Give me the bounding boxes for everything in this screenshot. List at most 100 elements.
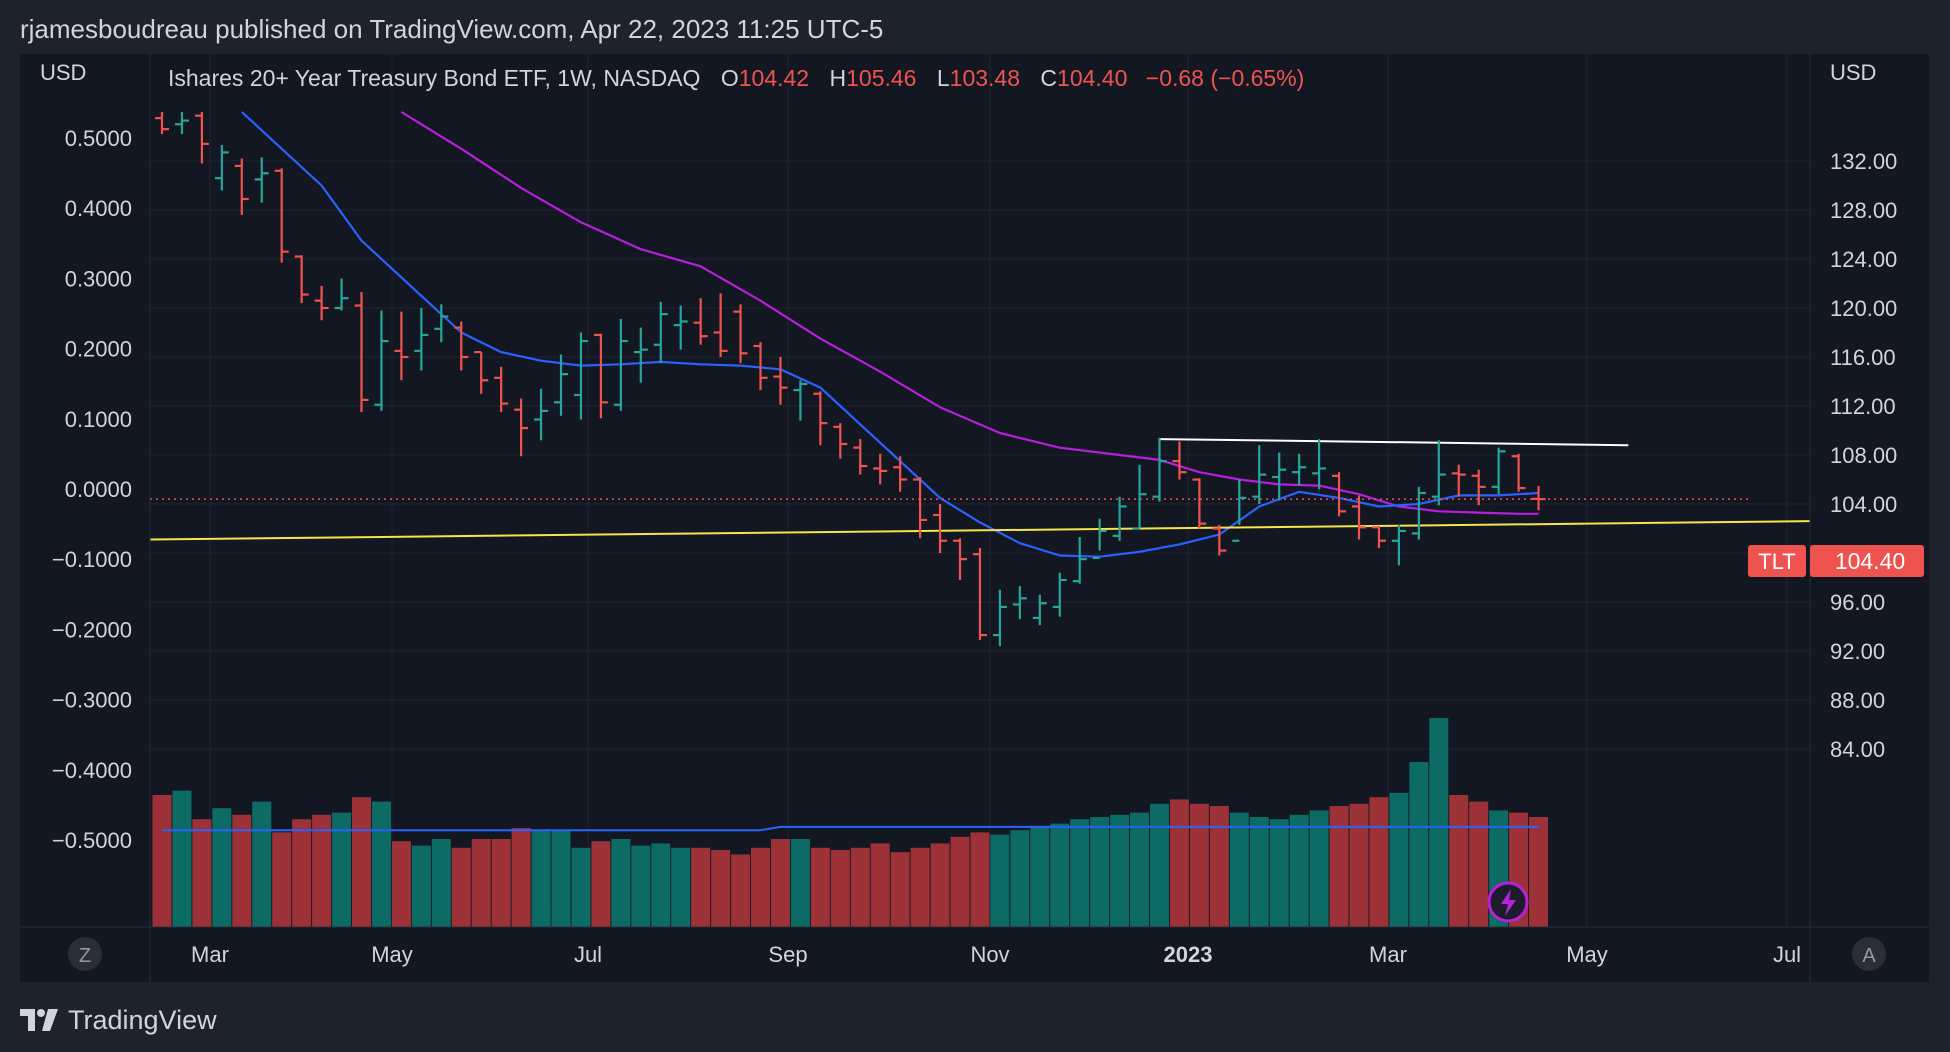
ohlc-bar [374, 310, 389, 411]
x-axis-tick: 2023 [1164, 942, 1213, 967]
right-axis-tick: 128.00 [1830, 198, 1897, 223]
ohlc-legend: Ishares 20+ Year Treasury Bond ETF, 1W, … [168, 65, 1304, 91]
ohlc-bar [1132, 464, 1147, 530]
volume-bar [1389, 792, 1409, 927]
volume-bar [1110, 814, 1130, 927]
ohlc-bar [713, 293, 728, 357]
ohlc-bar [155, 112, 169, 135]
right-axis-tick: 88.00 [1830, 688, 1885, 713]
a-button[interactable]: A [1852, 937, 1886, 971]
volume-bar [631, 845, 651, 927]
volume-bar [731, 854, 751, 927]
legend-open-value: 104.42 [739, 65, 809, 91]
left-axis-tick: 0.3000 [65, 266, 132, 291]
volume-bar [671, 847, 691, 927]
volume-bar [531, 830, 551, 927]
chart-panel[interactable]: 132.00 128.00 124.00 120.00 116.00 112.00 108.… [20, 54, 1929, 982]
ohlc-bar [633, 327, 648, 383]
ohlc-bar [1192, 478, 1207, 529]
volume-bar [870, 843, 890, 927]
ohlc-bar [653, 301, 668, 364]
ohlc-bars [155, 112, 1546, 647]
ohlc-bar [913, 477, 928, 539]
ohlc-bar [1252, 445, 1267, 504]
left-axis-tick: −0.4000 [52, 758, 132, 783]
volume-bar [1469, 801, 1489, 927]
volume-bar [192, 819, 212, 927]
volume-bar [411, 845, 431, 927]
ohlc-bar [1072, 537, 1087, 584]
left-axis-tick: −0.5000 [52, 828, 132, 853]
ohlc-bar [554, 354, 568, 416]
volume-bar [172, 790, 192, 927]
published-info: rjamesboudreau published on TradingView.… [20, 14, 884, 44]
left-axis-tick: 0.2000 [65, 337, 132, 362]
volume-bar [1249, 817, 1269, 927]
legend-high-label: H [829, 65, 846, 91]
volume-bar [1030, 825, 1050, 927]
volume-bar [212, 808, 232, 927]
publish-header: rjamesboudreau published on TradingView.… [0, 0, 1950, 64]
ohlc-bar [593, 333, 608, 419]
left-axis-tick: 0.0000 [65, 477, 132, 502]
x-axis-tick: Sep [768, 942, 807, 967]
volume-bar [1189, 803, 1209, 927]
right-axis-tick: 132.00 [1830, 149, 1897, 174]
ohlc-bar [1032, 594, 1047, 626]
ohlc-bar [933, 504, 948, 553]
volume-bar [451, 847, 471, 927]
x-axis-tick: Jul [1773, 942, 1801, 967]
ohlc-bar [953, 538, 967, 580]
ohlc-bar [274, 168, 289, 263]
ohlc-bar [294, 255, 309, 304]
ohlc-bar [1112, 496, 1127, 541]
ohlc-bar [1511, 453, 1526, 492]
ohlc-bar [214, 145, 229, 191]
volume-bar [1229, 812, 1249, 927]
volume-bar [910, 847, 930, 927]
ohlc-bar [1411, 486, 1426, 540]
tradingview-logo-icon [20, 1009, 58, 1031]
ohlc-bar [254, 157, 269, 203]
ohlc-bar [1491, 447, 1506, 495]
ohlc-bar [1212, 524, 1227, 556]
last-price-text: 104.40 [1835, 548, 1905, 574]
ohlc-bar [813, 391, 828, 446]
right-axis-tick: 116.00 [1830, 345, 1896, 370]
volume-bar [830, 850, 850, 927]
volume-bar [491, 839, 511, 927]
volume-bar [1209, 806, 1229, 927]
x-axis-tick: May [1566, 942, 1608, 967]
volume-bar [1289, 814, 1309, 927]
lightning-icon[interactable] [1487, 881, 1529, 923]
right-axis-tick: 104.00 [1830, 492, 1897, 517]
volume-bar [651, 843, 671, 927]
z-button[interactable]: Z [68, 937, 102, 971]
ohlc-bar [1312, 439, 1327, 490]
ohlc-bar [1152, 437, 1167, 502]
volume-bar [391, 841, 411, 927]
volume-bar [611, 839, 631, 927]
volume-bar [232, 814, 252, 927]
price-chart[interactable]: 132.00 128.00 124.00 120.00 116.00 112.00 108.… [20, 54, 1929, 982]
legend-low-label: L [937, 65, 950, 91]
left-axis-tick: 0.5000 [65, 126, 132, 151]
volume-bar [790, 839, 810, 927]
volume-bar [850, 847, 870, 927]
volume-bar [1309, 810, 1329, 927]
volume-bar [292, 819, 312, 927]
right-axis-tick: 108.00 [1830, 443, 1897, 468]
ohlc-bar [414, 308, 429, 371]
volume-bar [751, 847, 770, 927]
ohlc-bar [1012, 586, 1027, 620]
right-axis-tick: 124.00 [1830, 247, 1897, 272]
ohlc-bar [1232, 479, 1247, 542]
ohlc-bar [234, 158, 249, 215]
ohlc-bar [673, 305, 688, 350]
volume-bar [890, 852, 910, 927]
volume-bar [471, 839, 491, 927]
volume-bar [1090, 817, 1110, 927]
volume-bar [152, 795, 172, 927]
ma-slow-line [400, 111, 1539, 515]
volume-ma-line [162, 825, 1539, 832]
